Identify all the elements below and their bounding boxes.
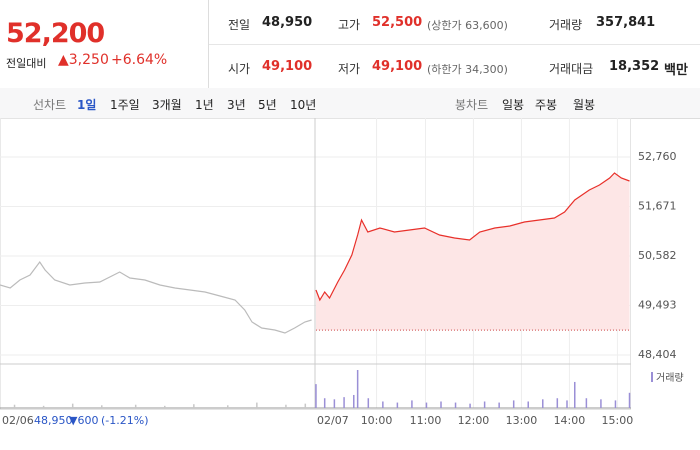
x-tick-label: 02/06 <box>2 414 34 427</box>
volume-bar <box>454 402 457 408</box>
volume-bar <box>498 402 500 408</box>
area <box>315 173 630 331</box>
volume-bar <box>574 381 576 408</box>
volume-bar <box>356 370 359 408</box>
prev-change: ▼600 <box>69 414 98 427</box>
stat-label: 저가 <box>338 62 361 76</box>
volume-bar <box>614 400 617 408</box>
tab[interactable]: 3개월 <box>152 98 182 112</box>
legend-swatch <box>651 372 653 382</box>
stat-label: 거래대금 <box>549 62 594 76</box>
volume-bar <box>193 404 195 408</box>
y-tick-label: 49,493 <box>638 299 677 312</box>
stat-note: (상한가 63,600) <box>427 19 508 32</box>
volume-bar <box>566 400 568 408</box>
volume-bar <box>527 401 529 408</box>
volume-bar <box>382 401 384 408</box>
chart: 48,404 49,493 50,582 51,671 52,760 02/06 02/07… <box>0 118 684 427</box>
volume-bar <box>164 405 166 408</box>
prev-rate: (-1.21%) <box>101 414 149 427</box>
tab[interactable]: 일봉 <box>502 98 525 112</box>
x-tick-label: 15:00 <box>602 414 634 427</box>
tab[interactable]: 1년 <box>195 98 214 112</box>
legend-label: 거래량 <box>656 372 684 384</box>
volume-bar <box>512 400 515 408</box>
stat-label: 고가 <box>338 18 361 32</box>
volume-bar <box>411 400 413 408</box>
y-tick-label: 52,760 <box>638 150 677 163</box>
stat-value: 52,500 <box>372 15 423 30</box>
price-line <box>315 172 630 302</box>
tab[interactable]: 3년 <box>227 98 246 112</box>
divider <box>209 44 700 45</box>
volume-bar <box>367 398 370 408</box>
volume-bar <box>440 401 442 408</box>
x-tick-label: 14:00 <box>554 414 586 427</box>
volume-bar <box>556 398 559 408</box>
stat-note: (하한가 34,300) <box>427 63 508 76</box>
stat-unit: 백만 <box>664 63 688 78</box>
y-tick-label: 48,404 <box>638 348 677 361</box>
volume-bar <box>227 405 229 408</box>
x-tick-label: 12:00 <box>458 414 490 427</box>
change: ▲3,250 <box>58 52 109 68</box>
tab[interactable]: 주봉 <box>535 98 558 112</box>
change-rate: +6.64% <box>111 52 168 68</box>
volume-bar <box>343 397 345 408</box>
volume-bar <box>469 403 471 408</box>
volume-bar <box>396 402 399 408</box>
stat-label: 시가 <box>228 62 251 76</box>
volume-bar <box>333 399 336 408</box>
y-tick-label: 50,582 <box>638 249 677 262</box>
volume-bar <box>483 401 486 408</box>
volume-bar <box>42 405 45 408</box>
volume-bar <box>71 403 74 408</box>
volume-bar <box>425 402 428 408</box>
divider <box>208 0 209 88</box>
volume-bar <box>353 394 355 408</box>
tab[interactable]: 1일 <box>77 98 97 112</box>
tab-group-label: 선차트 <box>33 98 67 112</box>
volume-bar <box>315 384 317 408</box>
stat-label: 전일 <box>228 18 251 32</box>
x-tick-label: 13:00 <box>506 414 538 427</box>
stat-value: 357,841 <box>596 15 656 30</box>
volume-bar <box>304 403 307 408</box>
prev-close: 48,950 <box>34 414 73 427</box>
stat-label: 거래량 <box>549 18 583 32</box>
stat-value: 48,950 <box>262 15 313 30</box>
volume-bar <box>285 404 287 408</box>
volume-bar <box>256 402 258 408</box>
change-label: 전일대비 <box>6 57 47 70</box>
stat-value: 18,352 <box>609 59 660 74</box>
volume-bar <box>101 405 103 408</box>
volume-bar <box>628 392 631 408</box>
volume-bar <box>585 398 588 408</box>
tab[interactable]: 10년 <box>290 98 317 112</box>
x-tick-label: 10:00 <box>361 414 393 427</box>
price: 52,200 <box>6 18 105 49</box>
volume-bar <box>13 404 16 408</box>
y-tick-label: 51,671 <box>638 200 677 213</box>
volume-bar <box>542 399 544 408</box>
stat-value: 49,100 <box>372 59 423 74</box>
volume-bar <box>134 404 137 408</box>
volume-bar <box>323 398 326 408</box>
stat-value: 49,100 <box>262 59 313 74</box>
price-line <box>0 260 312 334</box>
tab[interactable]: 1주일 <box>110 98 140 112</box>
volume-bar <box>600 399 602 408</box>
tab[interactable]: 5년 <box>258 98 277 112</box>
x-tick-label: 11:00 <box>410 414 442 427</box>
tab-group-label: 봉차트 <box>455 98 489 112</box>
tab[interactable]: 월봉 <box>573 98 596 112</box>
x-tick-label: 02/07 <box>317 414 349 427</box>
